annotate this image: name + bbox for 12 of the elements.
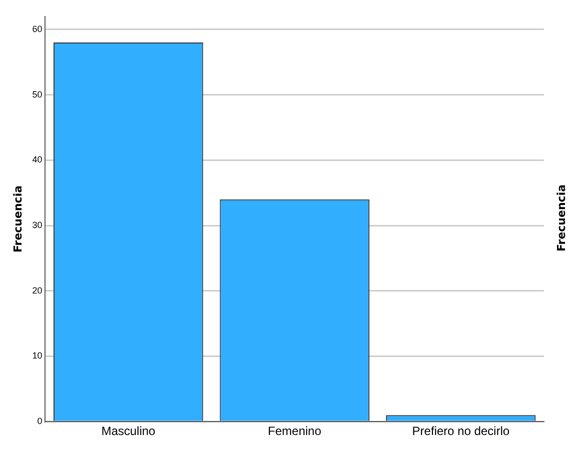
x-tick-label: Masculino: [101, 424, 156, 438]
y-tick-label: 60: [32, 24, 42, 34]
text: Frecuencia: [554, 184, 568, 252]
y-tick-label: 10: [32, 350, 42, 361]
y-tick-label: 50: [32, 89, 42, 100]
x-tick-label: Prefiero no decirlo: [412, 424, 510, 438]
y-tick-label: 20: [32, 285, 42, 296]
y-axis-title: Frecuencia: [11, 185, 24, 253]
y-tick-label: 0: [37, 416, 42, 426]
x-tick-label: Femenino: [268, 424, 322, 438]
y-tick-label: 40: [32, 154, 42, 165]
y-tick-label: 30: [32, 220, 42, 230]
